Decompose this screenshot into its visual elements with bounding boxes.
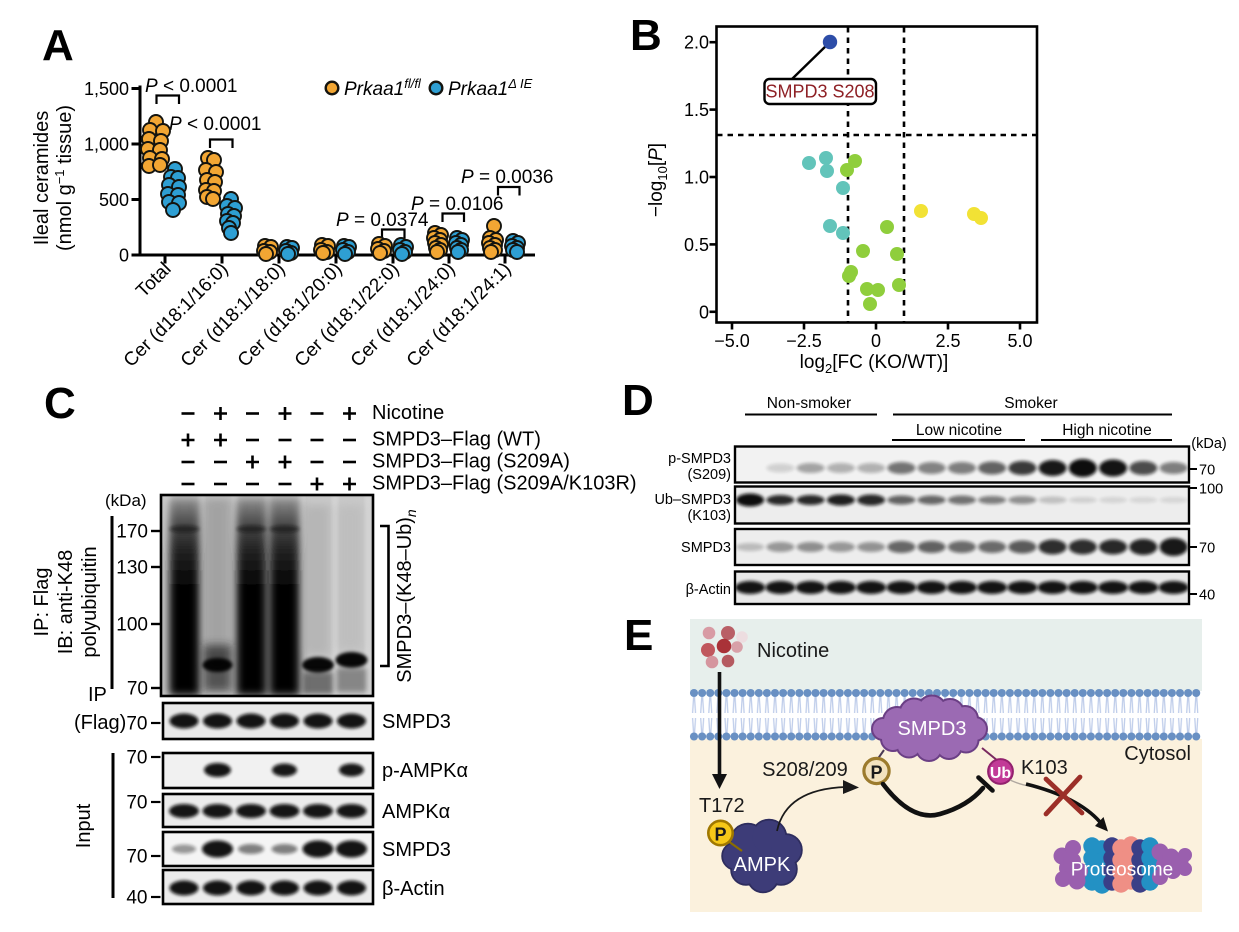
svg-text:500: 500 — [99, 190, 129, 210]
svg-text:log2[FC (KO/WT)]: log2[FC (KO/WT)] — [800, 352, 949, 376]
svg-text:1,000: 1,000 — [84, 135, 129, 155]
svg-text:70: 70 — [1199, 463, 1215, 479]
svg-text:1,500: 1,500 — [84, 79, 129, 99]
svg-text:High nicotine: High nicotine — [1062, 422, 1152, 439]
svg-text:AMPK: AMPK — [734, 854, 791, 876]
svg-text:SMPD3: SMPD3 — [681, 540, 731, 556]
svg-text:IB: anti-K48: IB: anti-K48 — [55, 550, 77, 655]
svg-text:100: 100 — [116, 615, 148, 636]
svg-text:130: 130 — [116, 558, 148, 579]
svg-text:−5.0: −5.0 — [714, 331, 750, 351]
svg-text:E: E — [624, 611, 653, 660]
svg-text:Prkaa1fl/fl: Prkaa1fl/fl — [344, 76, 422, 100]
svg-text:Nicotine: Nicotine — [372, 402, 444, 424]
svg-text:Low nicotine: Low nicotine — [916, 422, 1002, 439]
svg-text:P: P — [870, 763, 882, 783]
svg-text:Ileal ceramides: Ileal ceramides — [31, 111, 53, 246]
svg-text:170: 170 — [116, 522, 148, 543]
svg-text:C: C — [44, 379, 76, 428]
svg-text:0.5: 0.5 — [684, 235, 709, 255]
svg-text:Non-smoker: Non-smoker — [767, 395, 851, 412]
svg-text:(K103): (K103) — [687, 508, 731, 524]
svg-text:p-AMPKα: p-AMPKα — [382, 760, 468, 782]
svg-text:Ub: Ub — [990, 765, 1012, 782]
svg-text:P < 0.0001: P < 0.0001 — [169, 114, 261, 135]
svg-text:Cytosol: Cytosol — [1124, 743, 1191, 765]
svg-text:K103: K103 — [1021, 757, 1068, 779]
svg-text:−log10[P]: −log10[P] — [646, 143, 670, 217]
svg-text:40: 40 — [126, 888, 147, 909]
svg-text:0: 0 — [699, 302, 709, 322]
svg-text:β-Actin: β-Actin — [382, 878, 445, 900]
svg-text:Smoker: Smoker — [1004, 395, 1057, 412]
svg-text:(S209): (S209) — [687, 467, 731, 483]
svg-text:S208/209: S208/209 — [762, 759, 848, 781]
svg-text:70: 70 — [126, 793, 147, 814]
svg-text:IP: IP — [88, 684, 107, 706]
svg-text:Nicotine: Nicotine — [757, 640, 829, 662]
svg-text:70: 70 — [1199, 541, 1215, 557]
svg-text:2.5: 2.5 — [935, 331, 960, 351]
svg-text:B: B — [630, 11, 662, 60]
svg-text:Input: Input — [73, 803, 95, 848]
svg-text:SMPD3–Flag (WT): SMPD3–Flag (WT) — [372, 429, 541, 451]
svg-text:SMPD3: SMPD3 — [898, 718, 967, 740]
svg-text:0: 0 — [119, 246, 129, 266]
svg-text:Proteosome: Proteosome — [1071, 860, 1173, 881]
svg-text:A: A — [42, 21, 74, 70]
svg-text:SMPD3 S208: SMPD3 S208 — [765, 82, 874, 102]
svg-text:0: 0 — [871, 331, 881, 351]
svg-text:AMPKα: AMPKα — [382, 801, 450, 823]
svg-text:40: 40 — [1199, 588, 1215, 604]
svg-text:SMPD3–Flag (S209A): SMPD3–Flag (S209A) — [372, 451, 570, 473]
svg-text:polyubiquitin: polyubiquitin — [79, 546, 101, 657]
svg-text:P < 0.0001: P < 0.0001 — [145, 76, 237, 97]
svg-text:100: 100 — [1199, 482, 1223, 498]
svg-text:1.0: 1.0 — [684, 168, 709, 188]
svg-text:D: D — [622, 376, 654, 425]
svg-text:2.0: 2.0 — [684, 33, 709, 53]
svg-text:SMPD3: SMPD3 — [382, 711, 451, 733]
svg-text:70: 70 — [126, 748, 147, 769]
svg-text:P = 0.0106: P = 0.0106 — [411, 194, 503, 215]
svg-text:SMPD3: SMPD3 — [382, 839, 451, 861]
svg-text:IP: Flag: IP: Flag — [31, 568, 53, 637]
svg-text:70: 70 — [126, 714, 147, 735]
svg-text:Ub–SMPD3: Ub–SMPD3 — [654, 492, 731, 508]
svg-text:70: 70 — [126, 847, 147, 868]
svg-text:β-Actin: β-Actin — [686, 582, 731, 598]
svg-text:P = 0.0374: P = 0.0374 — [336, 210, 429, 231]
svg-text:T172: T172 — [699, 795, 745, 817]
svg-text:p-SMPD3: p-SMPD3 — [668, 451, 731, 467]
svg-text:(kDa): (kDa) — [1191, 436, 1226, 452]
svg-text:SMPD3–(K48–Ub)n: SMPD3–(K48–Ub)n — [394, 509, 419, 683]
svg-text:P: P — [714, 825, 726, 845]
svg-text:(kDa): (kDa) — [105, 491, 147, 510]
svg-text:(Flag): (Flag) — [74, 712, 126, 734]
svg-text:Prkaa1Δ IE: Prkaa1Δ IE — [448, 76, 533, 100]
svg-text:70: 70 — [127, 679, 148, 700]
svg-text:1.5: 1.5 — [684, 100, 709, 120]
svg-text:5.0: 5.0 — [1007, 331, 1032, 351]
svg-text:P = 0.0036: P = 0.0036 — [461, 167, 553, 188]
svg-text:−2.5: −2.5 — [786, 331, 822, 351]
svg-text:SMPD3–Flag (S209A/K103R): SMPD3–Flag (S209A/K103R) — [372, 473, 637, 495]
